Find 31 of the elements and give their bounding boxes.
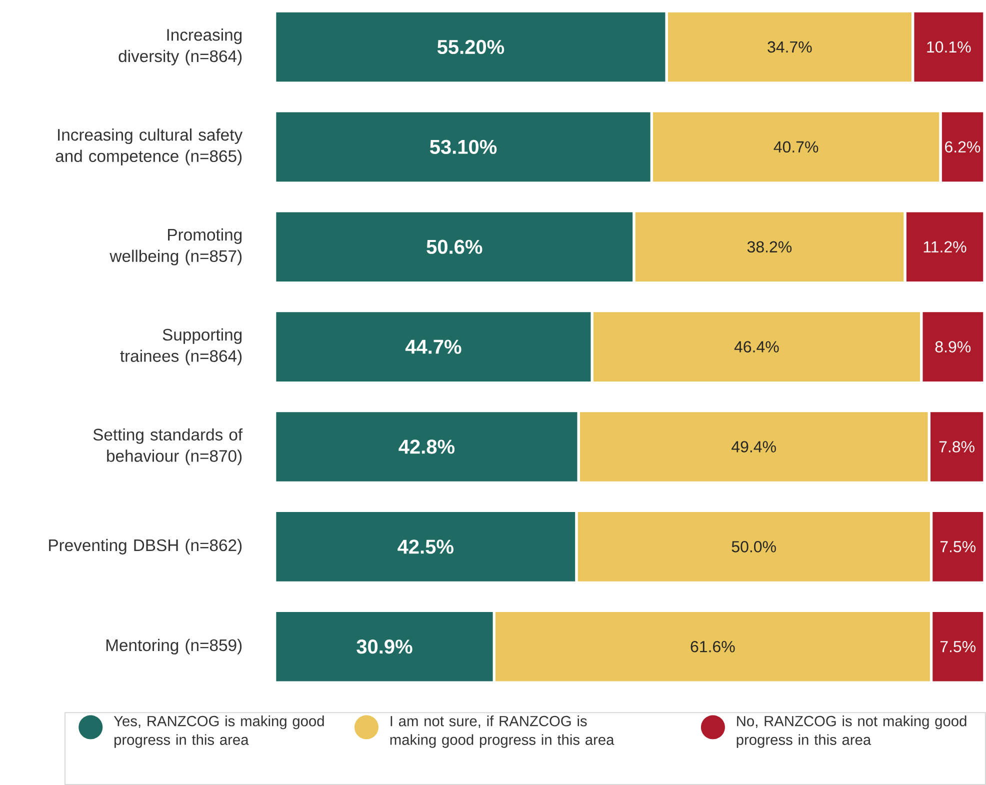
data-label: 7.5%	[940, 541, 976, 552]
text: I am not sure, if RANZCOG is making good progress in this area	[390, 715, 614, 748]
data-label: 53.10%	[430, 140, 497, 154]
y-tick-label: Increasing cultural safety and competence (n=865)	[56, 128, 243, 166]
data-label: 38.2%	[747, 241, 792, 252]
y-tick-label: Supporting trainees (n=864)	[120, 328, 242, 366]
data-label: 6.2%	[945, 141, 980, 153]
legend-label: Yes, RANZCOG is making good progress in this area	[114, 715, 324, 748]
data-label: 42.5%	[398, 540, 454, 554]
data-label: 50.0%	[732, 540, 776, 552]
data-label: 55.20%	[437, 40, 504, 54]
data-label: 50.6%	[426, 240, 482, 254]
data-label: 49.4%	[732, 441, 776, 452]
data-label: 61.6%	[690, 640, 735, 652]
y-tick-label: Preventing DBSH (n=862)	[49, 538, 242, 554]
data-label: 11.2%	[924, 241, 966, 252]
data-label: 40.7%	[774, 141, 818, 153]
y-tick-label: Setting standards of behaviour (n=870)	[93, 428, 243, 466]
data-label: 8.9%	[935, 341, 971, 352]
data-label: 10.1%	[927, 41, 971, 53]
y-tick-label: Mentoring (n=859)	[106, 638, 242, 654]
data-label: 42.8%	[398, 440, 455, 454]
data-label: 7.5%	[940, 640, 976, 652]
y-tick-label: Increasing diversity (n=864)	[118, 28, 242, 66]
y-tick-label: Promoting wellbeing (n=857)	[110, 228, 242, 266]
data-label: 46.4%	[734, 341, 779, 352]
data-label: 30.9%	[356, 639, 412, 654]
data-label: 7.8%	[939, 441, 974, 452]
data-label: 34.7%	[768, 41, 812, 53]
data-label: 44.7%	[405, 340, 462, 354]
legend-label: No, RANZCOG is not making good progress in this area	[736, 715, 966, 748]
